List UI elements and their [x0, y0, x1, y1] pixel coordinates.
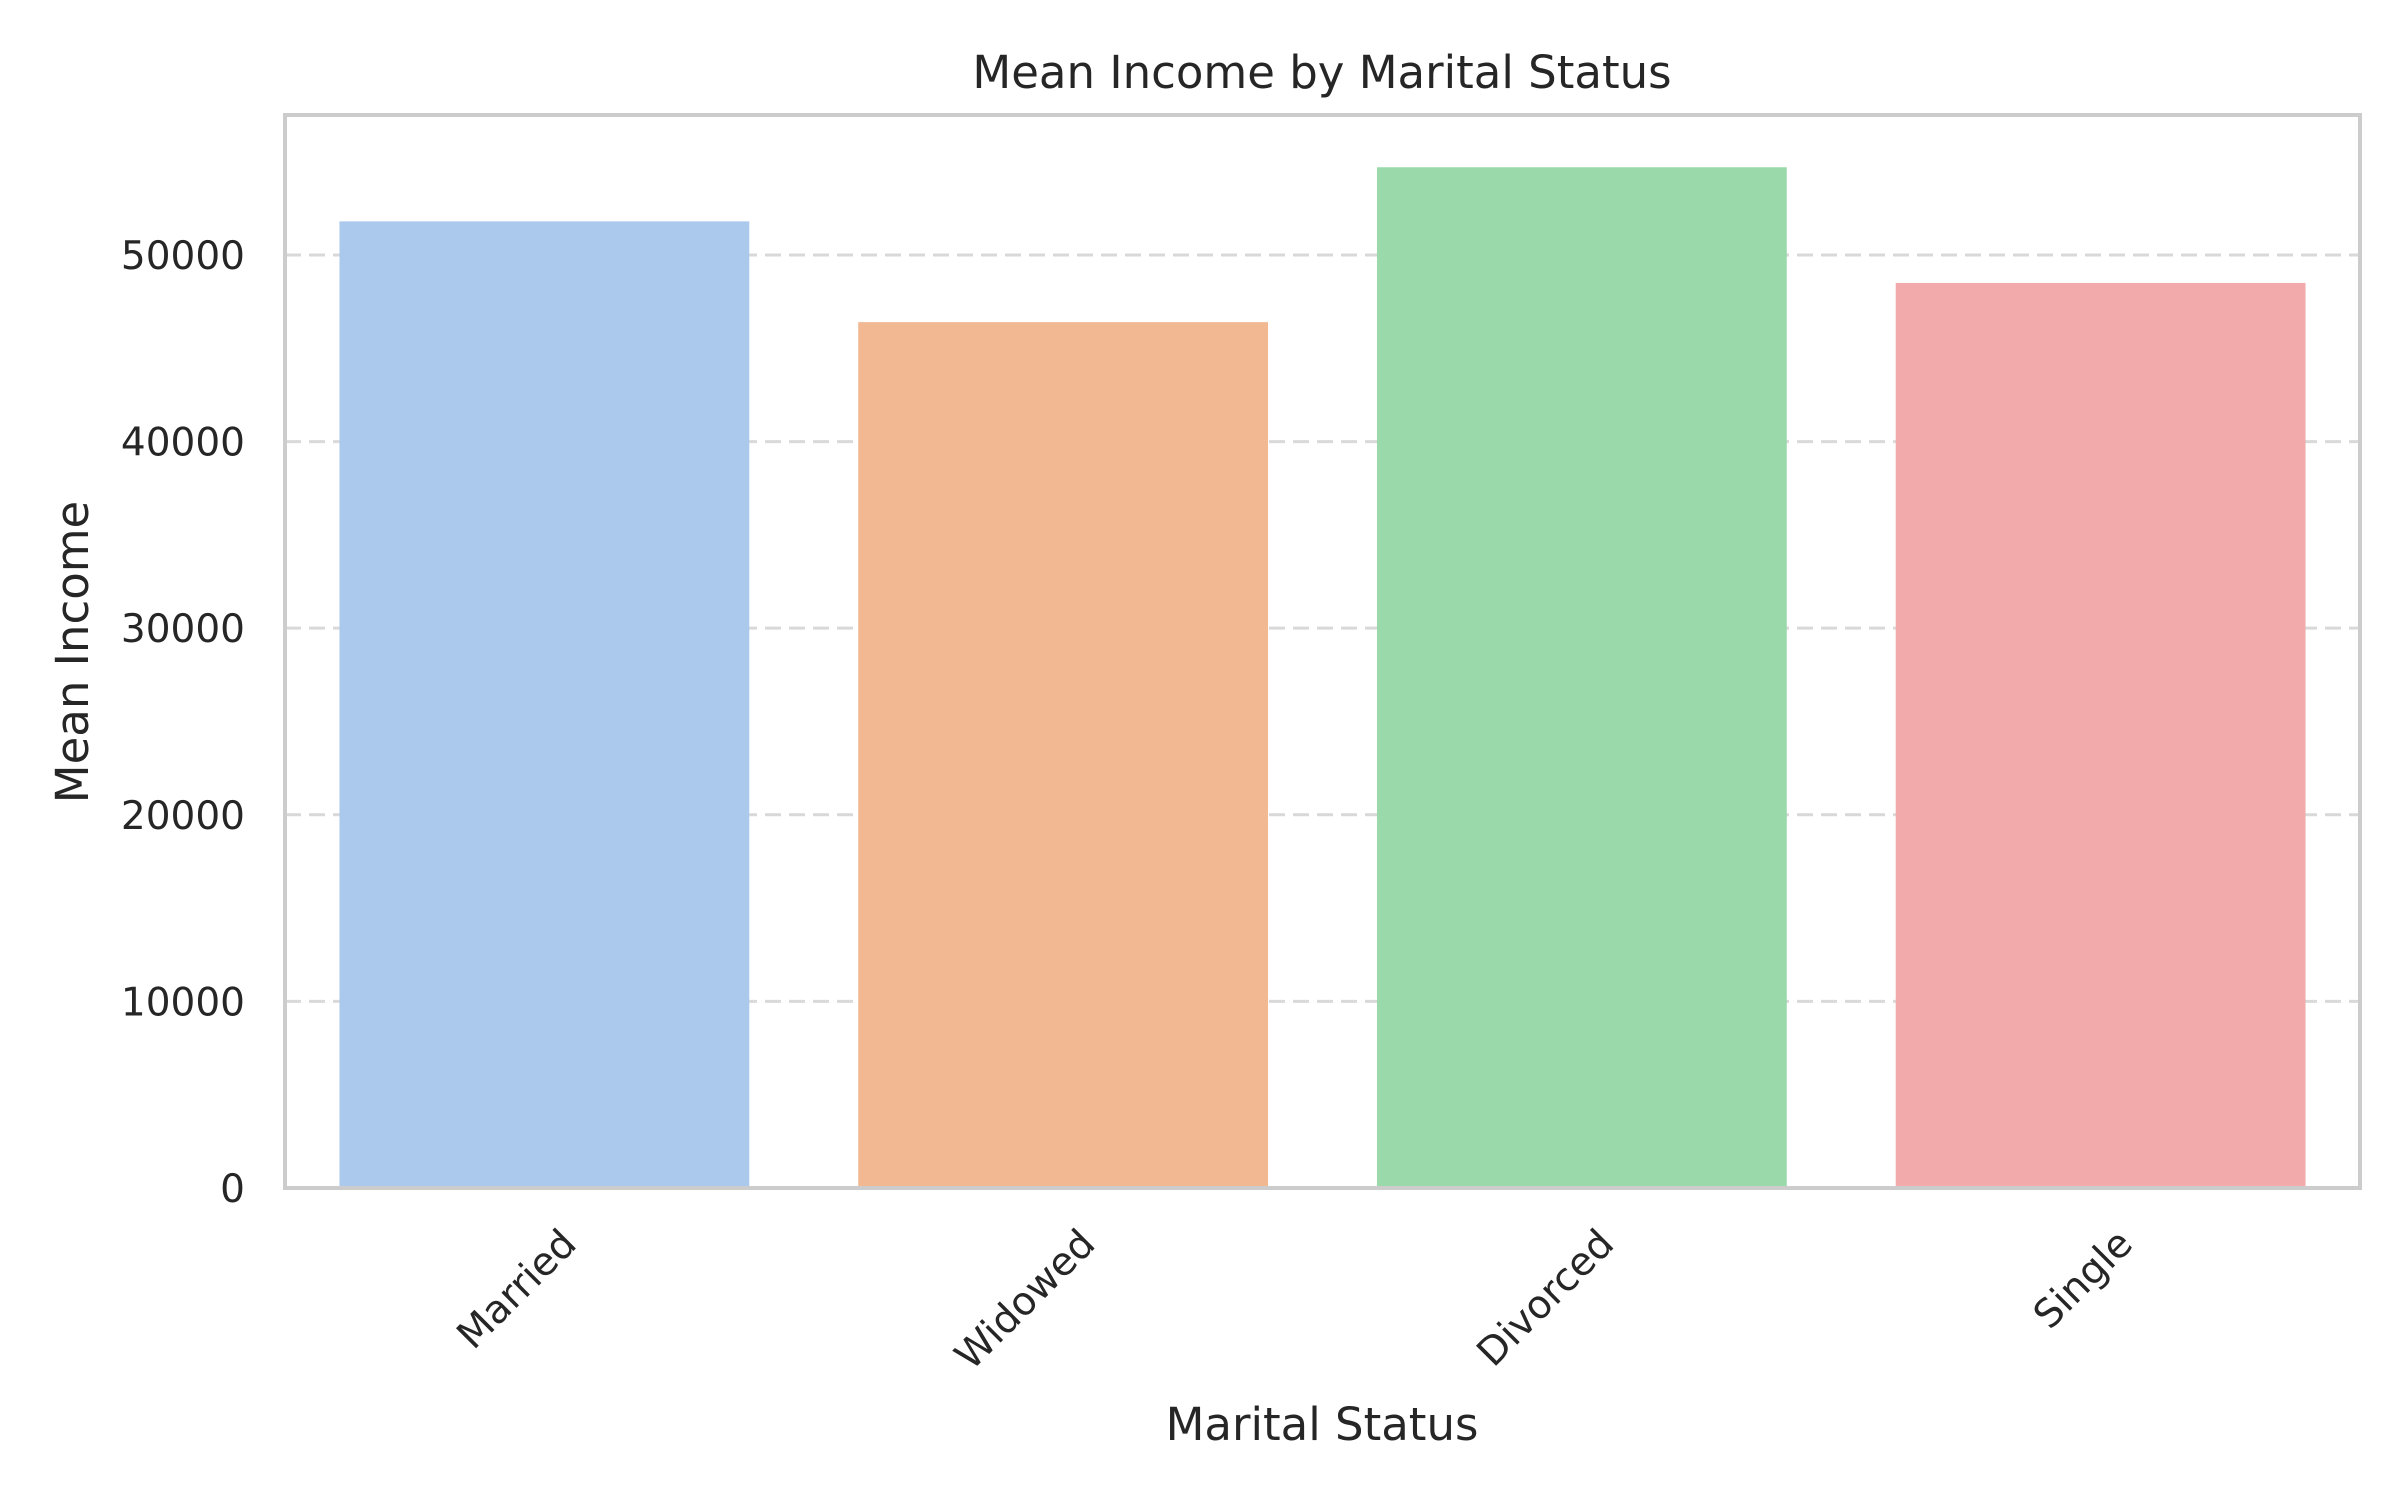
y-tick-label: 50000	[121, 234, 245, 279]
chart-title: Mean Income by Marital Status	[972, 46, 1671, 99]
y-tick-labels: 0 10000 20000 30000 40000 50000	[121, 234, 245, 1212]
x-axis-label: Marital Status	[1166, 1398, 1479, 1451]
x-tick-label: Married	[449, 1221, 586, 1358]
x-tick-label: Single	[2025, 1221, 2142, 1338]
x-tick-labels: Married Widowed Divorced Single	[449, 1221, 2142, 1379]
y-tick-label: 40000	[121, 421, 245, 466]
y-tick-label: 20000	[121, 794, 245, 839]
x-tick-label: Widowed	[947, 1221, 1105, 1379]
y-tick-label: 0	[220, 1167, 245, 1212]
y-tick-label: 10000	[121, 980, 245, 1025]
bar-single	[1895, 282, 2306, 1188]
y-tick-label: 30000	[121, 607, 245, 652]
bar-married	[339, 221, 750, 1189]
bar-divorced	[1376, 167, 1787, 1188]
plot-frame	[283, 113, 2362, 1190]
y-axis-label: Mean Income	[46, 501, 99, 804]
bars	[339, 167, 2306, 1189]
x-tick-label: Divorced	[1469, 1221, 1623, 1375]
bar-widowed	[858, 322, 1269, 1189]
